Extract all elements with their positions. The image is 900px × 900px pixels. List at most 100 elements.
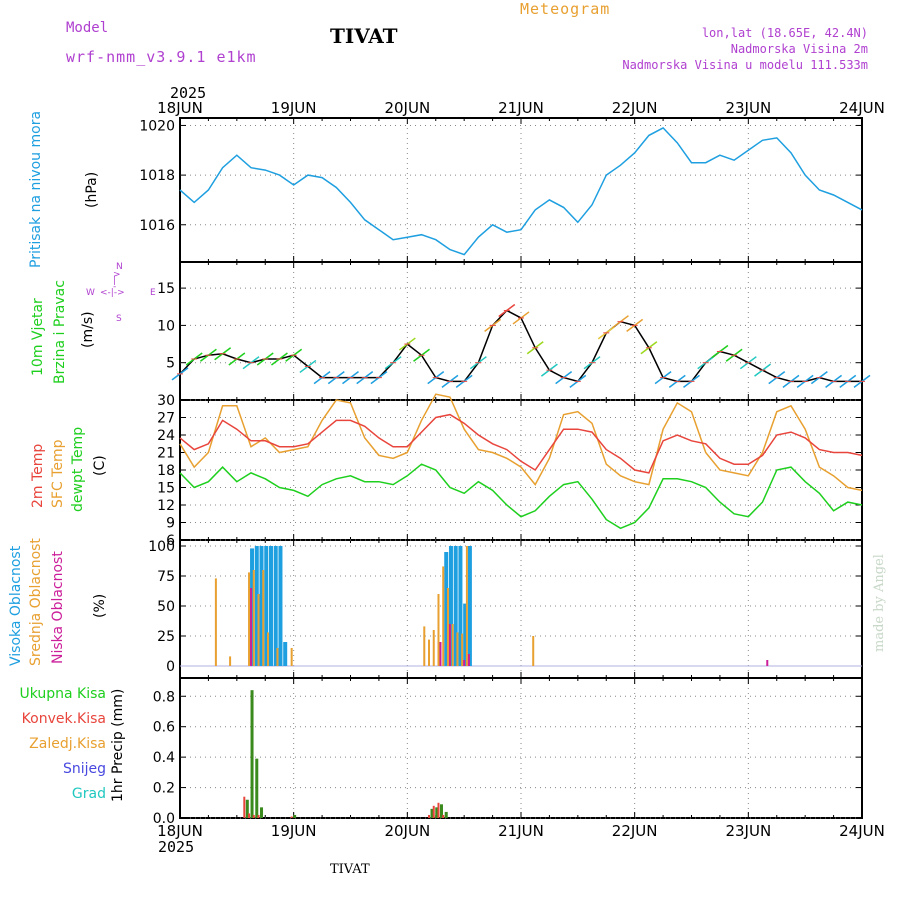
dewpt-line (179, 463, 863, 530)
precip-bar (444, 811, 448, 818)
precip-bar (435, 807, 439, 818)
cloud-bar (248, 572, 251, 666)
precip-bar (245, 799, 249, 818)
y-tick-label: 15 (157, 481, 175, 497)
y-tick-label: 0.0 (153, 811, 175, 827)
cloud-bar (456, 632, 459, 666)
cloud-bar (423, 626, 426, 666)
x-tick-label-top: 18JUN (157, 99, 203, 117)
cloud-bar (448, 546, 453, 666)
y-tick-label: 50 (157, 599, 175, 615)
cloud-bar (428, 639, 431, 666)
cloud-bar (254, 546, 259, 666)
panel-frame-0 (179, 117, 863, 263)
cloud-bar (290, 648, 293, 666)
cloud-bar (257, 594, 260, 666)
x-tick-label-top: 19JUN (271, 99, 317, 117)
cloud-bar (448, 624, 451, 666)
cloud-bar (437, 594, 440, 666)
x-tick-label-bottom: 18JUN (157, 822, 203, 840)
compass-south: S (116, 314, 122, 324)
x-tick-label-bottom: 22JUN (612, 822, 658, 840)
x-tick-label-bottom: 23JUN (725, 822, 771, 840)
cloud-bar (461, 633, 464, 666)
y-tick-label: 21 (157, 446, 175, 462)
precip-bar (260, 807, 264, 818)
cloud-bar (458, 546, 463, 666)
precip-bar (293, 814, 297, 818)
cloud-bar (451, 624, 454, 666)
precip-bar (430, 808, 434, 818)
year-bottom: 2025 (158, 838, 195, 856)
cloud-bar (766, 660, 769, 666)
cloud-bar (264, 546, 269, 666)
x-tick-label-top: 20JUN (384, 99, 430, 117)
y-tick-label: 100 (148, 539, 175, 555)
precip-bar (248, 813, 251, 818)
x-tick-label-top: 24JUN (839, 99, 885, 117)
cloud-bar (532, 636, 535, 666)
y-tick-label: 12 (157, 498, 175, 514)
product-title: Meteogram (520, 0, 611, 18)
cloud-bar (439, 642, 442, 666)
model-name: wrf-nmm_v3.9.1 e1km (66, 48, 257, 66)
y-tick-label: 10 (157, 318, 175, 334)
precip-bar (252, 814, 255, 818)
y-tick-label: 75 (157, 569, 175, 585)
cloud-bar (442, 566, 445, 666)
y-tick-label: 25 (157, 629, 175, 645)
sfc-temp-line (179, 393, 863, 492)
cloud-bar (250, 588, 253, 666)
cloud-bar (465, 546, 468, 666)
model-label: Model (66, 20, 109, 36)
cloud-bar (266, 632, 269, 666)
compass-arrow: > | - (113, 270, 121, 292)
y-tick-label: 6 (166, 533, 175, 549)
cloud-bar (283, 642, 288, 666)
precip-bar (428, 814, 431, 818)
footer-location: TIVAT (330, 862, 370, 877)
precip-bar (437, 802, 440, 818)
y-tick-label: 1016 (139, 218, 175, 234)
y-tick-label: 15 (157, 281, 175, 297)
compass-west: W (86, 288, 95, 298)
precip-bar (439, 804, 443, 818)
y-tick-label: 0.2 (153, 781, 175, 797)
precip-legend-hail: Grad (71, 786, 106, 802)
y-tick-label: 0.6 (153, 720, 175, 736)
cloud-bar (432, 630, 435, 666)
y-tick-label: 1020 (139, 118, 175, 134)
precip-bar (432, 805, 435, 818)
y-tick-label: 1018 (139, 168, 175, 184)
cloud-bar (467, 654, 470, 666)
x-tick-label-bottom: 20JUN (384, 822, 430, 840)
precip-legend-frozen: Zaledj.Kisa (29, 736, 106, 752)
y-tick-label: 5 (166, 356, 175, 372)
y-tick-label: 0.4 (153, 750, 175, 766)
compass-east: E (150, 288, 156, 298)
cloud-bar (463, 660, 466, 666)
cloud-bar (273, 546, 278, 666)
x-tick-label-bottom: 19JUN (271, 822, 317, 840)
precip-legend-snow: Snijeg (62, 761, 106, 777)
precip-bar (442, 814, 445, 818)
y-tick-label: 18 (157, 463, 175, 479)
cloud-bar (446, 588, 449, 666)
x-tick-label-top: 21JUN (498, 99, 544, 117)
pressure-line (179, 126, 863, 256)
cloud-bar (467, 546, 472, 666)
y-tick-label: 24 (157, 428, 175, 444)
cloud-bar (278, 546, 283, 666)
precip-legend-conv: Konvek.Kisa (21, 711, 106, 727)
x-tick-label-top: 23JUN (725, 99, 771, 117)
y-tick-label: 0 (166, 659, 175, 675)
y-tick-label: 30 (157, 393, 175, 409)
cloud-bar (252, 570, 255, 666)
cloud-bar (268, 546, 273, 666)
wind-speed-line (179, 309, 862, 383)
x-tick-label-bottom: 21JUN (498, 822, 544, 840)
y-tick-label: 0.8 (153, 689, 175, 705)
precip-bar (250, 690, 254, 818)
coords-text: lon,lat (18.65E, 42.4N) (701, 26, 868, 40)
